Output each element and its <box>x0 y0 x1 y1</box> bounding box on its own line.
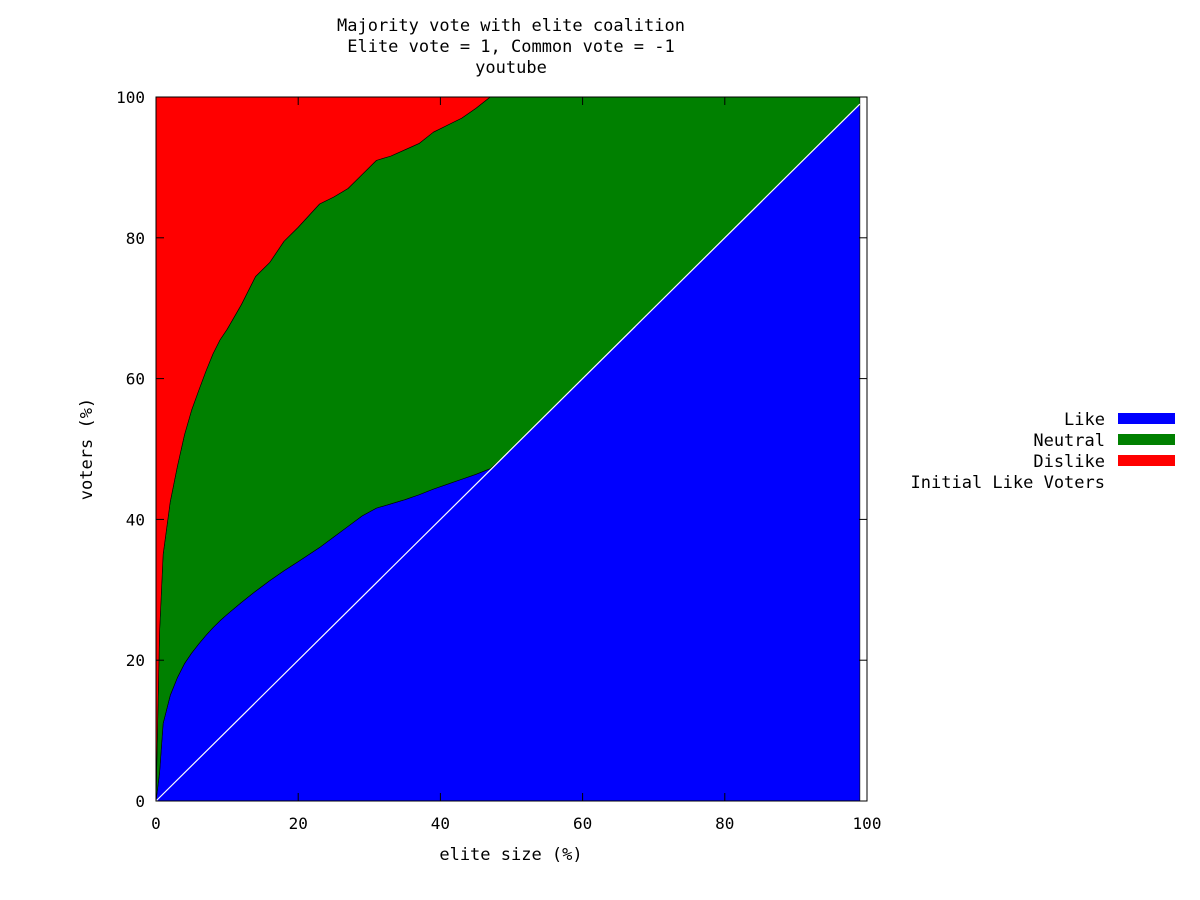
legend-label: Neutral <box>1033 431 1105 451</box>
chart-title: Majority vote with elite coalition <box>337 16 685 36</box>
y-axis-label: voters (%) <box>77 398 97 500</box>
legend-swatch-like <box>1118 413 1175 424</box>
x-tick-label: 100 <box>853 814 882 833</box>
y-tick-label: 80 <box>126 229 145 248</box>
reference-line <box>155 103 861 802</box>
x-tick-label: 40 <box>431 814 450 833</box>
tick-layer: 0 20 40 60 80 100 0 20 40 60 80 100 <box>116 88 881 833</box>
chart-subtitle-2: youtube <box>475 58 547 78</box>
x-tick-label: 0 <box>151 814 161 833</box>
legend-swatch-dislike <box>1118 455 1175 466</box>
legend-swatch-neutral <box>1118 434 1175 445</box>
y-tick-label: 60 <box>126 370 145 389</box>
reference-line-layer <box>155 103 861 802</box>
x-axis-label: elite size (%) <box>439 845 582 865</box>
legend-label: Dislike <box>1033 452 1105 472</box>
legend-label: Like <box>1064 410 1105 430</box>
y-tick-label: 40 <box>126 510 145 529</box>
y-tick-label: 20 <box>126 651 145 670</box>
x-tick-label: 60 <box>573 814 592 833</box>
chart-subtitle: Elite vote = 1, Common vote = -1 <box>347 37 675 57</box>
area-layer <box>155 96 861 802</box>
legend-label: Initial Like Voters <box>911 473 1105 493</box>
plot-frame <box>155 96 868 802</box>
x-tick-label: 80 <box>715 814 734 833</box>
y-tick-label: 0 <box>135 792 145 811</box>
x-tick-label: 20 <box>289 814 308 833</box>
y-tick-label: 100 <box>116 88 145 107</box>
